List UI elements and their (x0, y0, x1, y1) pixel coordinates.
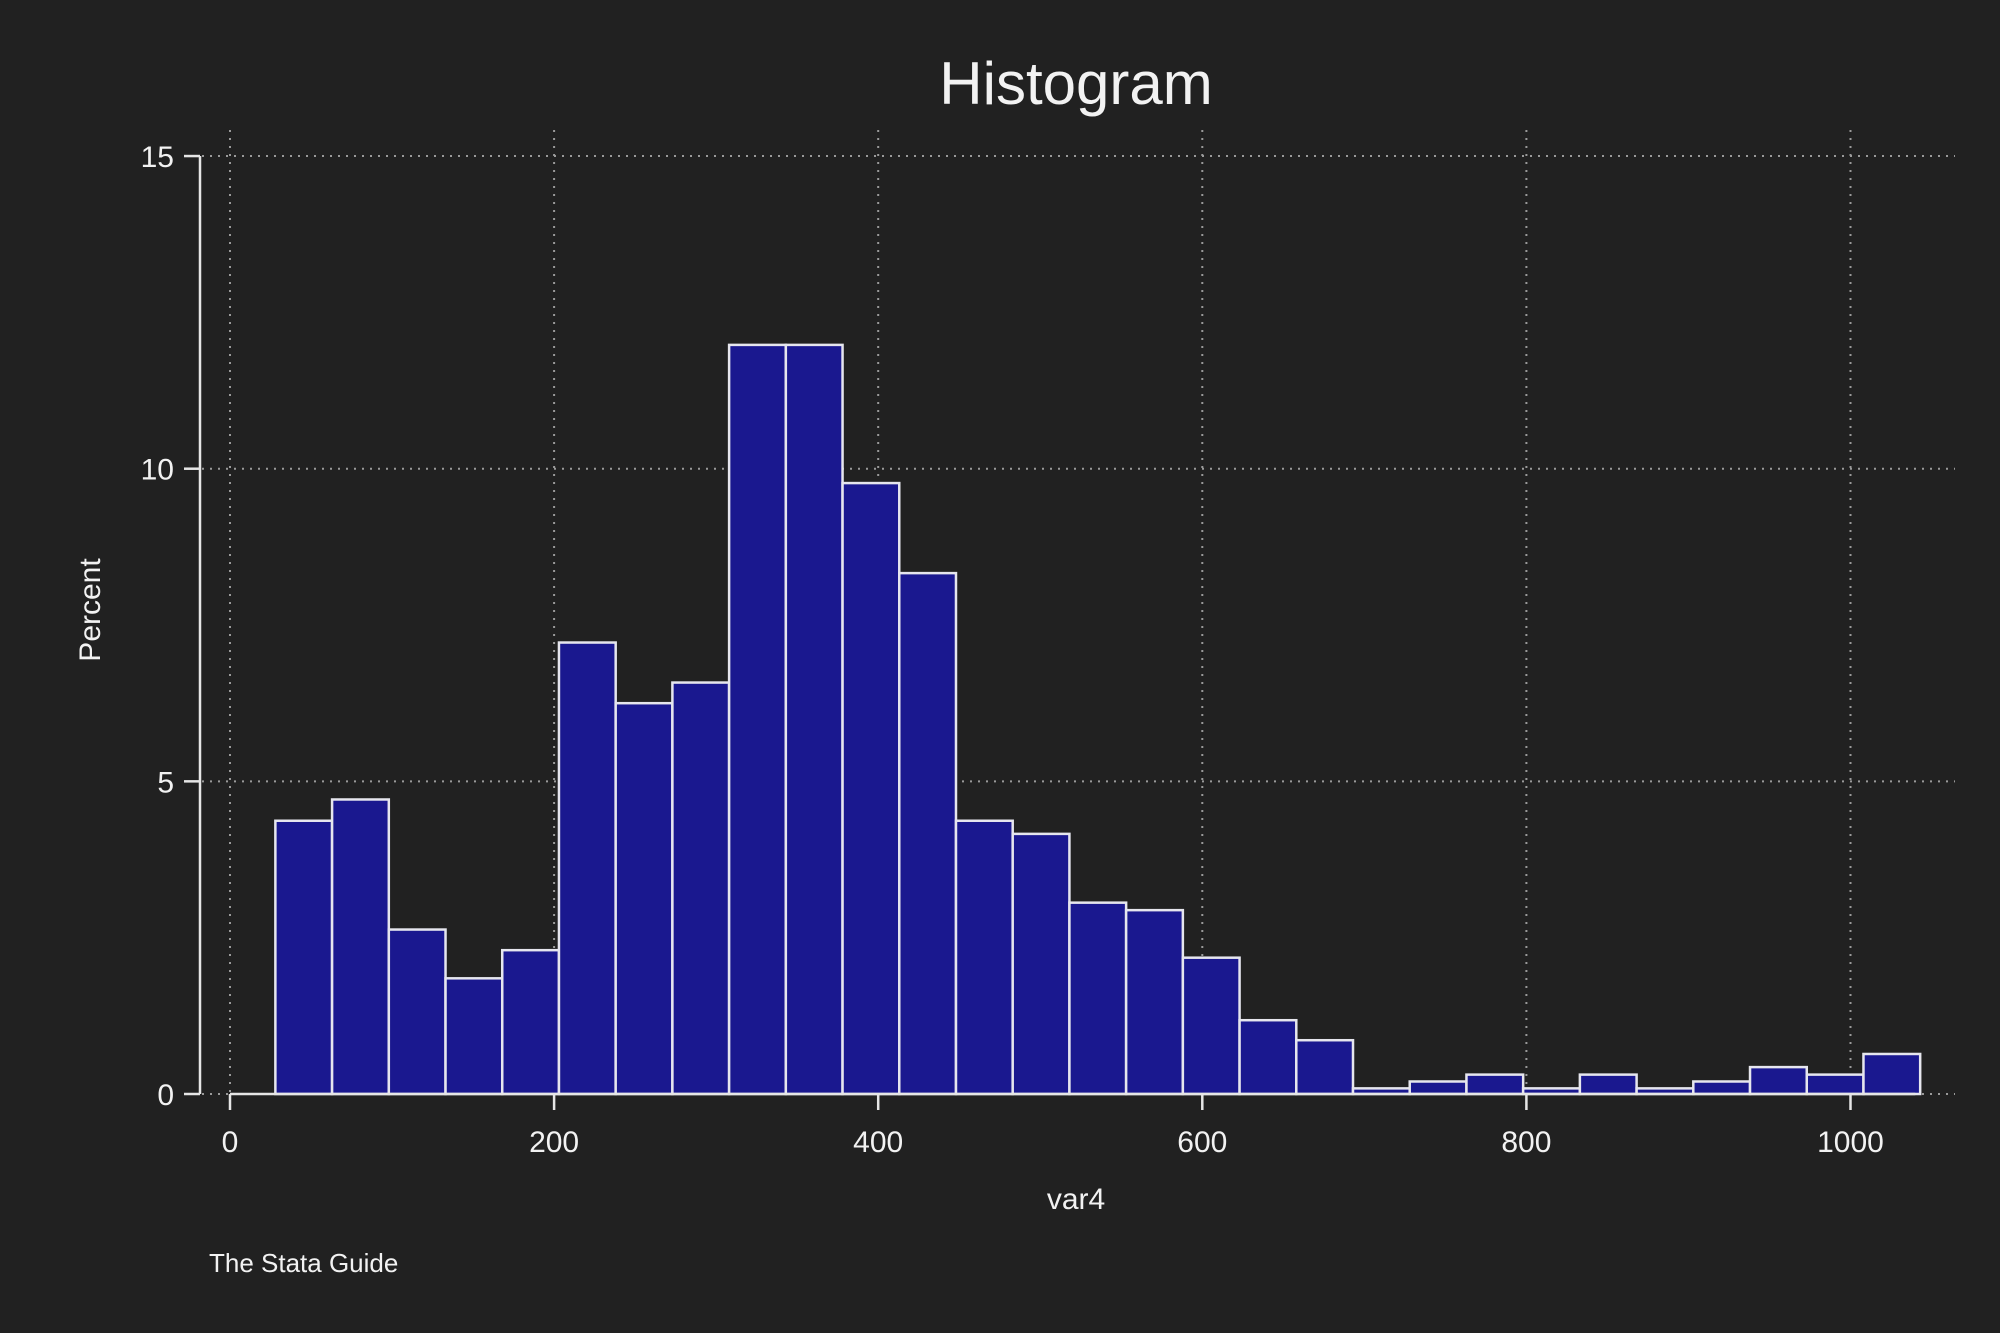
axes: 0 5 10 15 0 200 400 600 800 1000 (141, 141, 1916, 1159)
histogram-bar (614, 701, 674, 1096)
histogram-bar (1011, 832, 1071, 1096)
y-tick-label: 0 (157, 1079, 174, 1112)
histogram-bar (1068, 901, 1128, 1096)
x-tick-label: 200 (529, 1126, 579, 1159)
histogram-bar (954, 819, 1014, 1096)
chart-note: The Stata Guide (209, 1248, 398, 1278)
histogram-bar (1124, 908, 1185, 1096)
histogram-bar (1748, 1065, 1808, 1096)
bars (274, 343, 1922, 1096)
histogram-bar (557, 641, 617, 1096)
y-tick-label: 15 (141, 141, 174, 174)
histogram-bar (387, 928, 447, 1096)
histogram-bar (444, 977, 504, 1096)
histogram-bar (671, 681, 731, 1096)
chart-title: Histogram (939, 50, 1212, 117)
x-tick-label: 1000 (1817, 1126, 1884, 1159)
histogram-bar (1295, 1038, 1355, 1096)
histogram-bar (1181, 956, 1241, 1096)
histogram-bar (1862, 1052, 1922, 1096)
histogram-bar (1805, 1073, 1865, 1096)
histogram-bar (898, 571, 958, 1096)
histogram-bar (727, 343, 788, 1096)
histogram-bar (841, 481, 901, 1096)
histogram-bar (1465, 1073, 1525, 1096)
y-tick-label: 10 (141, 454, 174, 487)
histogram-bar (500, 948, 561, 1096)
histogram-bar (330, 798, 391, 1096)
histogram-bar (274, 819, 334, 1096)
x-tick-label: 400 (853, 1126, 903, 1159)
histogram-bar (1578, 1073, 1638, 1096)
x-tick-label: 800 (1501, 1126, 1551, 1159)
histogram-bar (1238, 1018, 1298, 1096)
x-axis-label: var4 (1047, 1183, 1105, 1216)
histogram-bar (1692, 1080, 1752, 1096)
y-tick-label: 5 (157, 766, 174, 799)
histogram-bar (784, 343, 844, 1096)
x-tick-label: 0 (222, 1126, 239, 1159)
y-axis-label: Percent (74, 558, 107, 662)
x-tick-label: 600 (1177, 1126, 1227, 1159)
histogram-bar (1408, 1080, 1468, 1096)
